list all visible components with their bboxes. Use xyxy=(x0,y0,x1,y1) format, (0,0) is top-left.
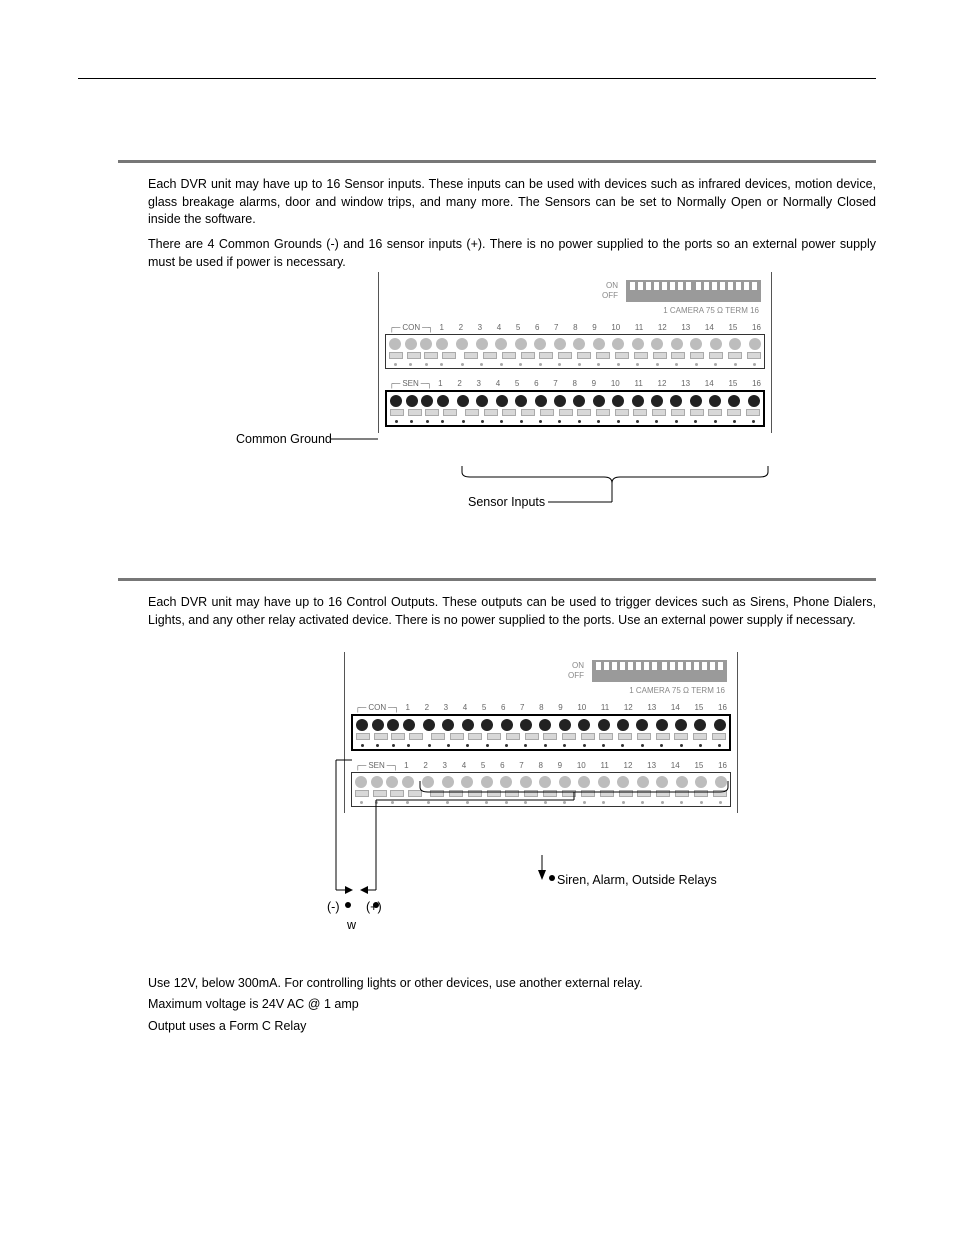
dip-block xyxy=(592,660,727,682)
label-sensor-inputs: Sensor Inputs xyxy=(468,494,545,512)
section2-rule xyxy=(118,578,876,581)
top-rule xyxy=(78,78,876,79)
dip-block xyxy=(626,280,761,302)
diagram-sensor: ONOFF 1 CAMERA 75 Ω TERM 16 ┌─CON─┐1234567… xyxy=(378,272,772,433)
section1-para2: There are 4 Common Grounds (-) and 16 se… xyxy=(148,236,876,271)
dip-area: ONOFF xyxy=(351,660,731,682)
section1-para1: Each DVR unit may have up to 16 Sensor i… xyxy=(148,176,876,229)
terminal-strip xyxy=(385,334,765,369)
row-header: ┌─SEN─┐12345678910111213141516 xyxy=(351,761,731,772)
label-plus: (+) xyxy=(366,899,382,917)
note-line2: Maximum voltage is 24V AC @ 1 amp xyxy=(148,994,643,1015)
row-header: ┌─CON─┐12345678910111213141516 xyxy=(351,703,731,714)
terminal-strip xyxy=(351,714,731,751)
note-line1: Use 12V, below 300mA. For controlling li… xyxy=(148,973,643,994)
page: Each DVR unit may have up to 16 Sensor i… xyxy=(0,0,954,1235)
row-header: ┌─CON─┐12345678910111213141516 xyxy=(385,323,765,334)
dip-caption: 1 CAMERA 75 Ω TERM 16 xyxy=(385,306,765,315)
label-common-ground: Common Ground xyxy=(236,431,332,449)
dip-caption: 1 CAMERA 75 Ω TERM 16 xyxy=(351,686,731,695)
diagram-control: ONOFF 1 CAMERA 75 Ω TERM 16 ┌─CON─┐1234567… xyxy=(344,652,738,813)
notes: Use 12V, below 300mA. For controlling li… xyxy=(148,973,643,1037)
label-siren: Siren, Alarm, Outside Relays xyxy=(557,872,717,890)
section2-para1: Each DVR unit may have up to 16 Control … xyxy=(148,594,876,629)
label-minus: (-) xyxy=(327,899,340,917)
label-w: w xyxy=(347,917,356,935)
section1-rule xyxy=(118,160,876,163)
dip-area: ONOFF xyxy=(385,280,765,302)
row-header: ┌─SEN─┐12345678910111213141516 xyxy=(385,379,765,390)
terminal-strip xyxy=(351,772,731,807)
note-line3: Output uses a Form C Relay xyxy=(148,1016,643,1037)
terminal-strip xyxy=(385,390,765,427)
